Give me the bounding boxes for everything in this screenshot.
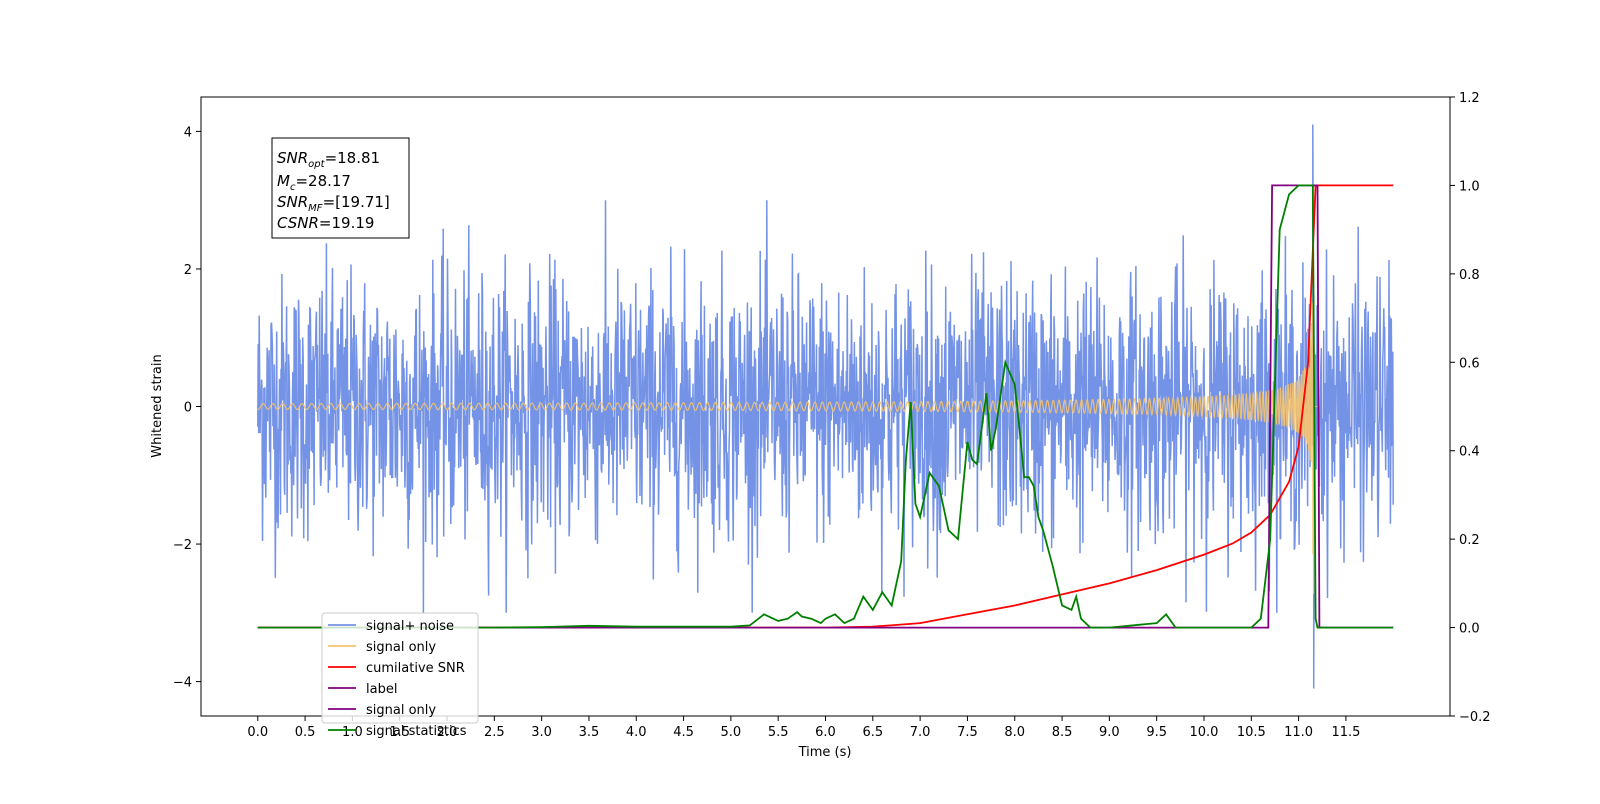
x-tick-label: 3.0: [531, 725, 552, 740]
x-tick-label: 5.0: [721, 725, 742, 740]
y2-tick-label: 0.2: [1459, 533, 1480, 548]
x-tick-label: 2.0: [437, 725, 458, 740]
x-tick-label: 7.5: [957, 725, 978, 740]
legend-label-signal-statistics: signal statistics: [366, 724, 467, 739]
legend-label-signal-noise: signal+ noise: [366, 619, 454, 634]
y2-tick-label: −0.2: [1459, 710, 1491, 725]
x-tick-label: 10.5: [1237, 725, 1266, 740]
x-tick-label: 1.0: [342, 725, 363, 740]
annotation-line-mc: Mc=28.17: [277, 172, 351, 193]
x-tick-label: 3.5: [579, 725, 600, 740]
x-tick-label: 5.5: [768, 725, 789, 740]
y2-tick-label: 1.2: [1459, 91, 1480, 106]
y2-tick-label: 0.0: [1459, 622, 1480, 637]
y2-tick-label: 0.8: [1459, 268, 1480, 283]
annotation-frame: [271, 137, 410, 239]
y-tick-label: 4: [184, 125, 192, 140]
series-signal-statistics-line: [257, 184, 1394, 629]
annotation-box: SNRopt=18.81 Mc=28.17 SNRMF=[19.71] CSNR…: [271, 137, 410, 239]
legend-label-cumilative-snr: cumilative SNR: [366, 661, 465, 676]
x-tick-label: 10.0: [1190, 725, 1219, 740]
x-tick-label: 8.0: [1004, 725, 1025, 740]
x-tick-label: 6.0: [815, 725, 836, 740]
x-tick-label: 4.5: [673, 725, 694, 740]
series-cumilative-snr-line: [257, 184, 1394, 629]
x-tick-label: 11.0: [1284, 725, 1313, 740]
y2-tick-label: 0.4: [1459, 445, 1480, 460]
y-tick-label: 0: [184, 401, 192, 416]
x-tick-label: 1.5: [389, 725, 410, 740]
x-tick-label: 6.5: [862, 725, 883, 740]
annotation-line-snr-opt: SNRopt=18.81: [277, 149, 380, 170]
legend: signal+ noise signal only cumilative SNR la…: [321, 612, 479, 739]
legend-frame: [321, 612, 479, 724]
x-tick-label: 9.5: [1146, 725, 1167, 740]
x-tick-label: 11.5: [1331, 725, 1360, 740]
x-tick-label: 2.5: [484, 725, 505, 740]
x-tick-label: 7.0: [910, 725, 931, 740]
y-tick-label: −2: [173, 538, 192, 553]
annotation-line-csnr: CSNR=19.19: [277, 214, 374, 232]
y2-tick-label: 1.0: [1459, 179, 1480, 194]
y-tick-label: 2: [184, 263, 192, 278]
legend-label-label: label: [366, 682, 397, 697]
x-axis-label: Time (s): [798, 745, 852, 760]
x-tick-label: 0.0: [247, 725, 268, 740]
series-signal-only-line: [257, 202, 1318, 594]
legend-label-signal-only: signal only: [366, 640, 436, 655]
y2-tick-label: 0.6: [1459, 356, 1480, 371]
legend-label-signal-only: signal only: [366, 703, 436, 718]
annotation-line-snr-mf: SNRMF=[19.71]: [277, 193, 390, 214]
y-tick-label: −4: [173, 676, 192, 691]
x-tick-label: 9.0: [1099, 725, 1120, 740]
x-tick-label: 8.5: [1052, 725, 1073, 740]
y-axis-label: Whitened strain: [150, 354, 165, 457]
series-signal-noise-line: [257, 124, 1394, 689]
x-tick-label: 0.5: [295, 725, 316, 740]
x-tick-label: 4.0: [626, 725, 647, 740]
